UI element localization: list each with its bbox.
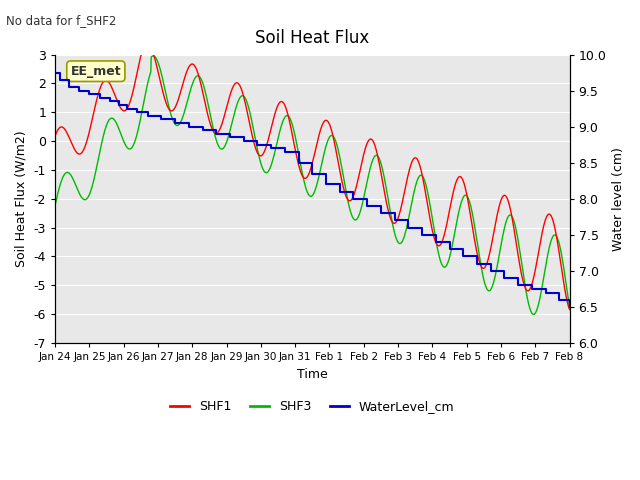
Text: No data for f_SHF2: No data for f_SHF2 (6, 14, 116, 27)
Text: EE_met: EE_met (70, 65, 121, 78)
Y-axis label: Water level (cm): Water level (cm) (612, 147, 625, 251)
Legend: SHF1, SHF3, WaterLevel_cm: SHF1, SHF3, WaterLevel_cm (165, 396, 460, 419)
X-axis label: Time: Time (297, 368, 328, 381)
Y-axis label: Soil Heat Flux (W/m2): Soil Heat Flux (W/m2) (15, 131, 28, 267)
Title: Soil Heat Flux: Soil Heat Flux (255, 29, 369, 48)
